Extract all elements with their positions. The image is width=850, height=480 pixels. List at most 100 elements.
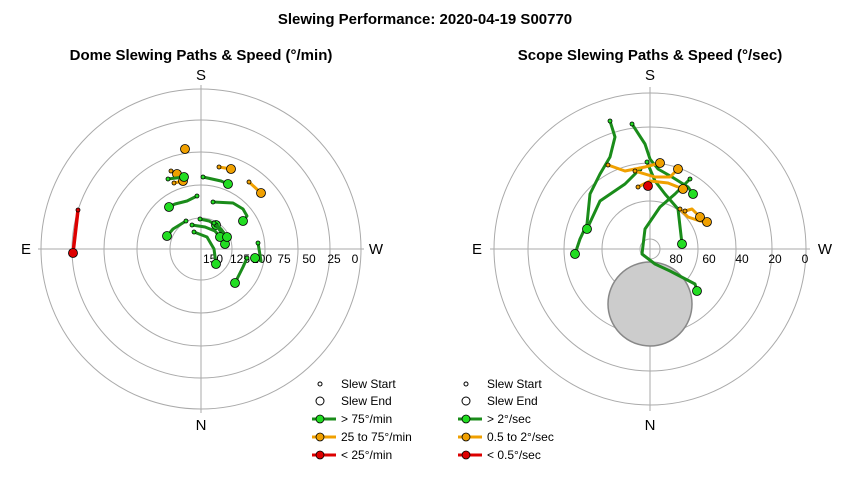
scope-slew-path — [633, 167, 680, 179]
scope-tick-80: 80 — [669, 252, 683, 266]
scope-slew-start-marker — [644, 159, 650, 165]
dome-legend-fast-label: > 75°/min — [341, 412, 392, 426]
dome-tick-0: 0 — [352, 252, 359, 266]
dome-slew-end-marker — [230, 278, 240, 288]
scope-tick-0: 0 — [802, 252, 809, 266]
scope-slew-end-marker — [673, 164, 683, 174]
dome-tick-75: 75 — [277, 252, 291, 266]
scope-slew-start-marker — [682, 208, 688, 214]
dome-legend-start-label: Slew Start — [341, 377, 396, 391]
scope-legend-end-label: Slew End — [487, 394, 538, 408]
dome-legend-mid-label: 25 to 75°/min — [341, 430, 412, 444]
scope-legend-fast-label: > 2°/sec — [487, 412, 531, 426]
scope-slew-paths — [570, 118, 712, 296]
scope-legend-slow-label: < 0.5°/sec — [487, 448, 541, 462]
scope-slew-end-marker — [582, 224, 592, 234]
dome-slew-end-marker — [250, 253, 260, 263]
scope-slew-end-marker — [692, 286, 702, 296]
scope-legend-fast-marker — [461, 414, 471, 424]
scope-slew-end-marker — [678, 184, 688, 194]
scope-subtitle: Scope Slewing Paths & Speed (°/sec) — [518, 47, 782, 64]
scope-slew-start-marker — [607, 118, 613, 124]
chart-title: Slewing Performance: 2020-04-19 S00770 — [278, 11, 572, 28]
dome-slew-end-marker — [222, 232, 232, 242]
dome-rings — [38, 85, 364, 413]
scope-rings — [490, 87, 810, 411]
scope-cardinal-s: S — [645, 67, 655, 84]
dome-cardinal-s: S — [196, 67, 206, 84]
dome-legend-end-marker — [315, 396, 325, 406]
dome-cardinal-e: E — [21, 241, 31, 258]
scope-slew-end-marker — [677, 239, 687, 249]
dome-slew-start-marker — [216, 164, 222, 170]
dome-slew-end-marker — [179, 172, 189, 182]
dome-slew-path — [71, 208, 80, 255]
dome-slew-start-marker — [197, 216, 203, 222]
scope-slew-start-marker — [635, 184, 641, 190]
scope-slew-path — [640, 177, 699, 293]
scope-slew-end-marker — [688, 189, 698, 199]
dome-legend: Slew Start Slew End > 75°/min 25 to 75°/… — [312, 377, 412, 462]
scope-cardinal-n: N — [645, 417, 656, 434]
dome-slew-end-marker — [180, 144, 190, 154]
scope-legend: Slew Start Slew End > 2°/sec 0.5 to 2°/s… — [458, 377, 554, 462]
scope-slew-start-marker — [605, 162, 611, 168]
dome-slew-end-marker — [162, 231, 172, 241]
scope-slew-end-marker — [643, 181, 653, 191]
scope-legend-mid-marker — [461, 432, 471, 442]
dome-slew-start-marker — [189, 222, 195, 228]
dome-slew-end-marker — [223, 179, 233, 189]
dome-tick-50: 50 — [302, 252, 316, 266]
dome-slew-paths — [68, 144, 266, 288]
dome-slew-start-marker — [191, 229, 197, 235]
scope-legend-mid-label: 0.5 to 2°/sec — [487, 430, 554, 444]
dome-legend-start-marker — [317, 381, 323, 387]
dome-tick-25: 25 — [327, 252, 341, 266]
scope-slew-start-marker — [677, 206, 683, 212]
dome-slew-end-marker — [226, 164, 236, 174]
dome-slew-start-marker — [246, 179, 252, 185]
dome-slew-end-marker — [256, 188, 266, 198]
dome-cardinal-n: N — [196, 417, 207, 434]
dome-slew-start-marker — [194, 193, 200, 199]
dome-slew-start-marker — [244, 255, 250, 261]
scope-tick-40: 40 — [735, 252, 749, 266]
dome-slew-start-marker — [211, 220, 217, 226]
dome-radial-ticks: 150 125 100 75 50 25 0 — [203, 252, 359, 266]
dome-legend-slow-marker — [315, 450, 325, 460]
scope-radial-ticks: 80 60 40 20 0 — [669, 252, 808, 266]
scope-tick-20: 20 — [768, 252, 782, 266]
dome-legend-slow-label: < 25°/min — [341, 448, 392, 462]
dome-slew-start-marker — [165, 176, 171, 182]
dome-slew-end-marker — [238, 216, 248, 226]
dome-slew-path — [233, 256, 249, 285]
dome-slew-start-marker — [75, 207, 81, 213]
scope-cardinal-e: E — [472, 241, 482, 258]
dome-slew-end-marker — [164, 202, 174, 212]
dome-slew-end-marker — [68, 248, 78, 258]
scope-slew-path — [573, 119, 617, 256]
scope-legend-start-label: Slew Start — [487, 377, 542, 391]
dome-slew-end-marker — [211, 259, 221, 269]
dome-legend-mid-marker — [315, 432, 325, 442]
scope-tick-60: 60 — [702, 252, 716, 266]
dome-slew-start-marker — [210, 199, 216, 205]
dome-slew-start-marker — [168, 168, 174, 174]
dome-legend-end-label: Slew End — [341, 394, 392, 408]
dome-slew-start-marker — [183, 218, 189, 224]
scope-slew-path — [585, 167, 642, 231]
scope-slew-start-marker — [629, 121, 635, 127]
scope-slew-path — [630, 122, 695, 196]
scope-slew-start-marker — [687, 176, 693, 182]
scope-slew-start-marker — [632, 168, 638, 174]
scope-panel: Scope Slewing Paths & Speed (°/sec) S N … — [458, 47, 833, 462]
scope-legend-start-marker — [463, 381, 469, 387]
dome-slew-start-marker — [200, 174, 206, 180]
dome-slew-start-marker — [255, 240, 261, 246]
scope-legend-slow-marker — [461, 450, 471, 460]
scope-slew-end-marker — [695, 212, 705, 222]
dome-panel: Dome Slewing Paths & Speed (°/min) S N E… — [21, 47, 412, 462]
scope-legend-end-marker — [461, 396, 471, 406]
scope-cardinal-w: W — [818, 241, 833, 258]
